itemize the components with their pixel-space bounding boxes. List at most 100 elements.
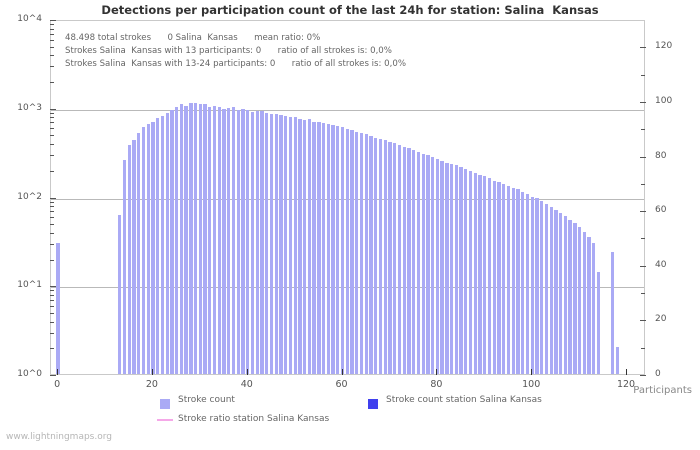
y2-axis-tick-label: 20 xyxy=(655,314,667,325)
y-axis-minor-tick xyxy=(50,66,54,68)
bar xyxy=(250,111,255,374)
bar xyxy=(611,251,615,374)
bar xyxy=(559,212,563,374)
legend-label: Stroke count station Salina Kansas xyxy=(386,395,542,405)
y2-axis-minor-tick xyxy=(641,183,645,185)
x-axis-tick-label: 100 xyxy=(522,379,541,390)
legend-swatch xyxy=(157,419,173,421)
bar xyxy=(393,143,397,374)
y-axis-minor-tick xyxy=(50,224,54,226)
bar xyxy=(502,183,506,374)
bar xyxy=(146,123,150,374)
plot-inner xyxy=(51,21,644,374)
bar xyxy=(350,130,354,374)
x-axis-tick xyxy=(626,369,628,375)
bar xyxy=(288,117,293,374)
y2-axis-tick xyxy=(640,156,646,158)
bar xyxy=(416,151,421,374)
bar xyxy=(345,128,349,374)
bar xyxy=(179,104,184,374)
y-axis-minor-tick xyxy=(50,201,54,203)
bar xyxy=(137,132,141,374)
y2-axis-minor-tick xyxy=(641,74,645,76)
y2-axis-tick xyxy=(640,101,646,103)
bar xyxy=(440,161,444,374)
bar xyxy=(265,112,269,374)
y-axis-minor-tick xyxy=(50,290,54,292)
bar xyxy=(454,165,458,374)
y-axis-minor-tick xyxy=(50,135,54,137)
bar xyxy=(127,145,131,374)
y-axis-minor-tick xyxy=(50,217,54,219)
bar xyxy=(492,180,496,374)
y-axis-minor-tick xyxy=(50,305,54,307)
bar xyxy=(364,134,368,374)
bar xyxy=(217,106,221,374)
bar xyxy=(151,121,155,374)
bar xyxy=(577,227,582,374)
bar xyxy=(431,156,435,374)
bar xyxy=(302,119,307,374)
bar xyxy=(298,118,302,374)
y-axis-minor-tick xyxy=(50,82,54,84)
y-axis-minor-tick xyxy=(50,294,54,296)
bar xyxy=(293,116,297,374)
bar xyxy=(122,159,127,374)
bar xyxy=(340,127,345,374)
legend-swatch xyxy=(368,399,378,409)
x-axis-tick xyxy=(57,369,59,375)
y-axis-minor-tick xyxy=(50,33,54,35)
bar xyxy=(156,118,160,374)
x-axis-tick-label: 60 xyxy=(335,379,348,390)
y2-axis-minor-tick xyxy=(641,129,645,131)
bar xyxy=(369,136,373,374)
y-axis-minor-tick xyxy=(50,55,54,57)
y-axis-minor-tick xyxy=(50,112,54,114)
bar xyxy=(383,140,387,374)
bar xyxy=(615,347,620,374)
bar xyxy=(260,111,264,374)
y-axis-minor-tick xyxy=(50,46,54,48)
y-axis-minor-tick xyxy=(50,117,54,119)
y-axis-tick-label: 10^4 xyxy=(17,14,42,24)
bar xyxy=(464,168,468,374)
y-axis-tick xyxy=(50,375,56,376)
y2-axis-minor-tick xyxy=(641,293,645,295)
bar xyxy=(359,132,364,374)
bar xyxy=(407,148,411,374)
bar xyxy=(255,110,259,374)
y-axis-tick-label: 10^0 xyxy=(17,369,42,379)
bar xyxy=(198,104,202,374)
x-axis-tick-label: 80 xyxy=(430,379,443,390)
bar xyxy=(279,115,283,374)
y-axis-tick xyxy=(50,108,56,110)
bar xyxy=(435,158,440,374)
x-axis-tick-label: 0 xyxy=(54,379,61,390)
bar xyxy=(203,104,207,374)
y-axis-tick-label: 10^1 xyxy=(17,280,42,291)
bar xyxy=(573,223,577,374)
y-axis-minor-tick xyxy=(50,24,54,26)
x-axis-tick-label: 20 xyxy=(145,379,158,390)
bar xyxy=(563,216,568,374)
chart-title: Detections per participation count of th… xyxy=(101,3,599,17)
y-axis-minor-tick xyxy=(50,122,54,124)
y-axis-minor-tick xyxy=(50,28,54,30)
x-axis-tick-label: 120 xyxy=(616,379,636,390)
y2-axis-minor-tick xyxy=(641,347,645,349)
bar xyxy=(170,110,174,374)
y2-axis-tick xyxy=(640,375,646,376)
y-axis-minor-tick xyxy=(50,39,54,41)
bar xyxy=(421,154,425,374)
bar xyxy=(189,103,193,374)
bar xyxy=(331,124,335,374)
y2-axis-tick-label: 0 xyxy=(655,369,661,379)
bar xyxy=(521,192,525,374)
bar xyxy=(193,103,198,374)
bar xyxy=(449,164,454,374)
bar xyxy=(582,231,586,374)
bar xyxy=(374,137,378,374)
bar xyxy=(118,214,122,374)
y-axis-minor-tick xyxy=(50,211,54,213)
